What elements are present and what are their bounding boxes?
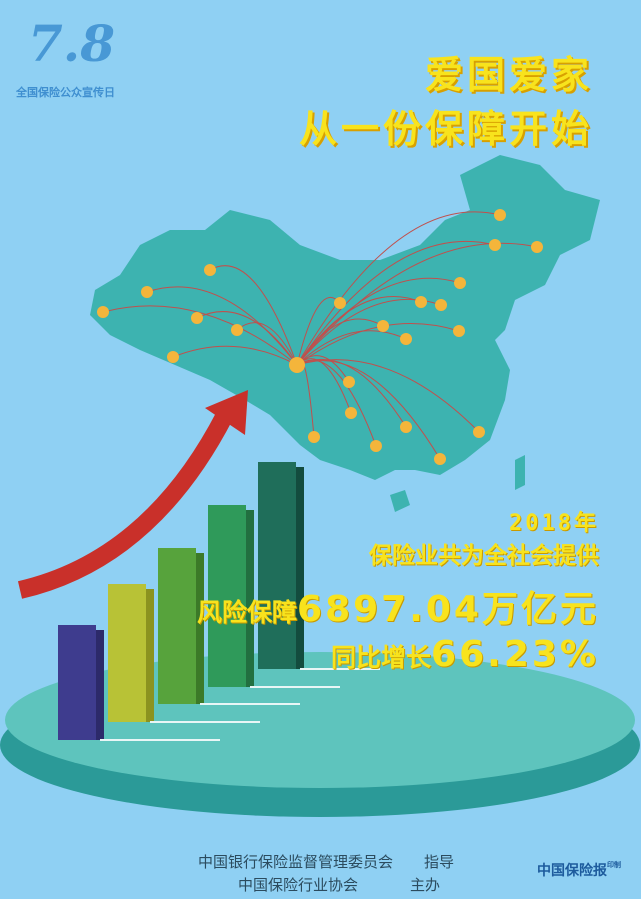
stat-line1: 保险业共为全社会提供 xyxy=(369,543,599,569)
footer-org2: 中国保险行业协会 xyxy=(238,876,359,894)
city-dot xyxy=(494,209,506,221)
route-line xyxy=(296,277,461,366)
taiwan-island xyxy=(515,455,525,490)
city-dot xyxy=(489,239,501,251)
city-dot xyxy=(434,453,446,465)
arrow-head xyxy=(205,390,248,435)
headline-line2: 从一份保障开始 xyxy=(298,107,593,151)
route-line xyxy=(296,359,377,447)
route-line xyxy=(236,322,298,366)
bar-4 xyxy=(208,505,246,687)
city-dot xyxy=(377,320,389,332)
bar-4-side xyxy=(246,510,254,687)
city-dot xyxy=(435,299,447,311)
stat-coverage-value: 6897.04万亿元 xyxy=(297,589,599,630)
city-dot xyxy=(204,264,216,276)
city-dot xyxy=(415,296,427,308)
city-dot xyxy=(400,333,412,345)
logo-number: 7.8 xyxy=(28,14,115,73)
route-line xyxy=(296,297,341,366)
city-dot xyxy=(167,351,179,363)
city-dot xyxy=(473,426,485,438)
stat-coverage-label: 风险保障 xyxy=(197,598,298,627)
footer-org1: 中国银行保险监督管理委员会 xyxy=(198,853,394,871)
footer-org2-role: 主办 xyxy=(410,876,441,894)
bar-5-side xyxy=(296,467,304,669)
city-dot xyxy=(453,325,465,337)
city-dot xyxy=(231,324,243,336)
route-line xyxy=(209,265,298,366)
stat-growth-value: 66.23% xyxy=(431,634,599,675)
bar-3-side xyxy=(196,553,204,704)
route-line xyxy=(196,311,298,366)
bar-1-side xyxy=(96,630,104,740)
bar-2-side xyxy=(146,589,154,722)
route-line xyxy=(296,359,480,433)
bar-5 xyxy=(258,462,296,669)
route-line xyxy=(146,286,298,366)
city-dot xyxy=(531,241,543,253)
route-line xyxy=(296,211,501,366)
route-line xyxy=(296,330,407,366)
footer-org1-role: 指导 xyxy=(424,853,455,871)
brand-logo: 中国保险报印制 xyxy=(537,860,621,880)
route-line xyxy=(296,240,496,366)
brand-note: 印制 xyxy=(607,860,621,869)
city-dot xyxy=(400,421,412,433)
stat-year: 2018年 xyxy=(509,511,599,536)
city-dot xyxy=(454,277,466,289)
city-dot xyxy=(343,376,355,388)
city-dot xyxy=(345,407,357,419)
bar-2 xyxy=(108,584,146,722)
stat-coverage: 风险保障6897.04万亿元 xyxy=(197,580,599,632)
route-line xyxy=(296,358,407,428)
city-dot xyxy=(308,431,320,443)
city-dot xyxy=(289,357,305,373)
city-dot xyxy=(191,312,203,324)
headline-line1: 爱国爱家 xyxy=(424,53,593,97)
route-line xyxy=(296,318,384,366)
bar-1 xyxy=(58,625,96,740)
city-dot xyxy=(97,306,109,318)
shadow-lines xyxy=(100,668,380,741)
city-dot xyxy=(334,297,346,309)
stat-growth: 同比增长66.23% xyxy=(331,634,599,675)
logo-caption: 全国保险公众宣传日 xyxy=(16,86,115,99)
bar-3 xyxy=(158,548,196,704)
hainan-island xyxy=(390,490,410,512)
growth-arrow xyxy=(17,410,233,599)
china-map xyxy=(90,155,600,480)
city-dot xyxy=(370,440,382,452)
route-line xyxy=(172,345,298,366)
brand-name: 中国保险报 xyxy=(537,863,607,879)
city-dot xyxy=(141,286,153,298)
stat-growth-label: 同比增长 xyxy=(331,643,432,672)
bars xyxy=(58,462,304,740)
